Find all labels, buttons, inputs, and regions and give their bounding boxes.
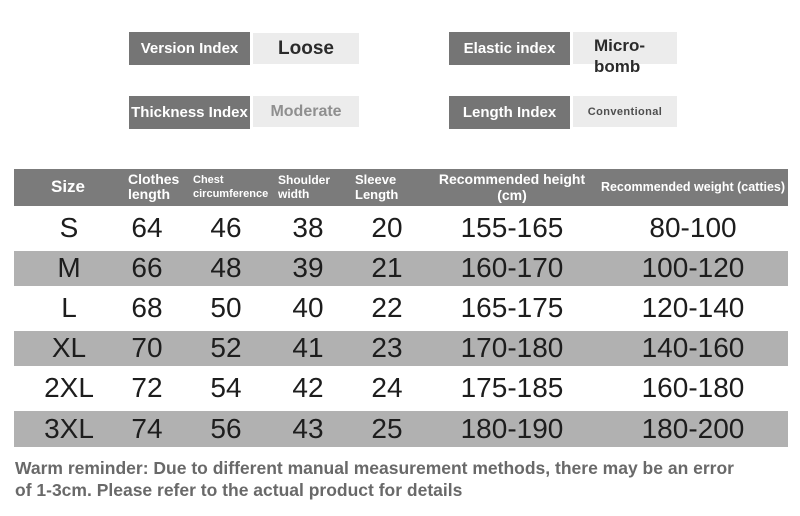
table-cell: 25: [348, 405, 426, 450]
table-cell: 66: [110, 245, 184, 290]
thickness-index-value: Moderate: [253, 96, 359, 127]
warm-reminder-line-2: of 1-3cm. Please refer to the actual pro…: [15, 480, 463, 500]
table-cell: 165-175: [426, 285, 598, 330]
table-row-2xl: 2XL 72 54 42 24 175-185 160-180: [14, 365, 788, 410]
table-cell: 68: [110, 285, 184, 330]
length-index-value: Conventional: [573, 96, 677, 127]
table-cell: 74: [110, 405, 184, 450]
table-cell: 52: [184, 325, 268, 370]
table-row-xl: XL 70 52 41 23 170-180 140-160: [14, 325, 788, 370]
table-cell: 64: [110, 205, 184, 250]
table-cell: 43: [268, 405, 348, 450]
table-header-recommended-height-cm: Recommended height (cm): [438, 171, 586, 204]
table-header-shoulder-width: Shoulder width: [278, 173, 331, 202]
table-row-m: M 66 48 39 21 160-170 100-120: [14, 245, 788, 290]
table-cell: 54: [184, 365, 268, 410]
table-cell: 160-180: [598, 365, 788, 410]
table-cell: 56: [184, 405, 268, 450]
table-cell: 170-180: [426, 325, 598, 370]
size-cell: 3XL: [14, 405, 110, 450]
size-cell: L: [14, 285, 110, 330]
table-cell: 160-170: [426, 245, 598, 290]
size-cell: XL: [14, 325, 110, 370]
thickness-index-label: Thickness Index: [129, 96, 250, 129]
table-cell: 155-165: [426, 205, 598, 250]
table-cell: 80-100: [598, 205, 788, 250]
table-cell: 40: [268, 285, 348, 330]
size-cell: S: [14, 205, 110, 250]
table-header-clothes-length: Clothes length: [128, 171, 180, 203]
table-row-3xl: 3XL 74 56 43 25 180-190 180-200: [14, 405, 788, 450]
length-index-label: Length Index: [449, 96, 570, 129]
warm-reminder-text: Warm reminder: Due to different manual m…: [15, 457, 795, 501]
table-cell: 72: [110, 365, 184, 410]
table-header-row: Size Clothes length Chest circumference Sho…: [14, 169, 788, 208]
elastic-index-label: Elastic index: [449, 32, 570, 65]
table-cell: 100-120: [598, 245, 788, 290]
table-cell: 48: [184, 245, 268, 290]
version-index-value: Loose: [253, 33, 359, 64]
elastic-index-value-text: Micro-bomb: [594, 36, 645, 76]
table-header-size: Size: [50, 177, 86, 197]
table-cell: 70: [110, 325, 184, 370]
table-cell: 23: [348, 325, 426, 370]
table-cell: 24: [348, 365, 426, 410]
table-cell: 50: [184, 285, 268, 330]
size-table-header: Size Clothes length Chest circumference Sho…: [14, 169, 788, 208]
table-cell: 42: [268, 365, 348, 410]
table-row-l: L 68 50 40 22 165-175 120-140: [14, 285, 788, 330]
version-index-label: Version Index: [129, 32, 250, 65]
size-table-body: S 64 46 38 20 155-165 80-100 M 66 48 39 21 160-170 10…: [14, 205, 788, 450]
size-table: Size Clothes length Chest circumference Sho…: [14, 169, 788, 450]
size-cell: M: [14, 245, 110, 290]
table-cell: 120-140: [598, 285, 788, 330]
elastic-index-value: Micro-bomb: [573, 32, 677, 76]
table-cell: 21: [348, 245, 426, 290]
table-cell: 22: [348, 285, 426, 330]
table-header-sleeve-length: Sleeve Length: [355, 172, 399, 203]
table-header-recommended-weight-catties: Recommended weight (catties): [600, 180, 786, 195]
table-cell: 140-160: [598, 325, 788, 370]
table-cell: 20: [348, 205, 426, 250]
table-cell: 175-185: [426, 365, 598, 410]
table-row-s: S 64 46 38 20 155-165 80-100: [14, 205, 788, 250]
table-cell: 46: [184, 205, 268, 250]
table-cell: 38: [268, 205, 348, 250]
table-header-chest-circumference: Chest circumference: [193, 174, 269, 201]
table-cell: 41: [268, 325, 348, 370]
table-cell: 180-200: [598, 405, 788, 450]
warm-reminder-line-1: Warm reminder: Due to different manual m…: [15, 458, 734, 478]
table-cell: 180-190: [426, 405, 598, 450]
table-cell: 39: [268, 245, 348, 290]
size-cell: 2XL: [14, 365, 110, 410]
